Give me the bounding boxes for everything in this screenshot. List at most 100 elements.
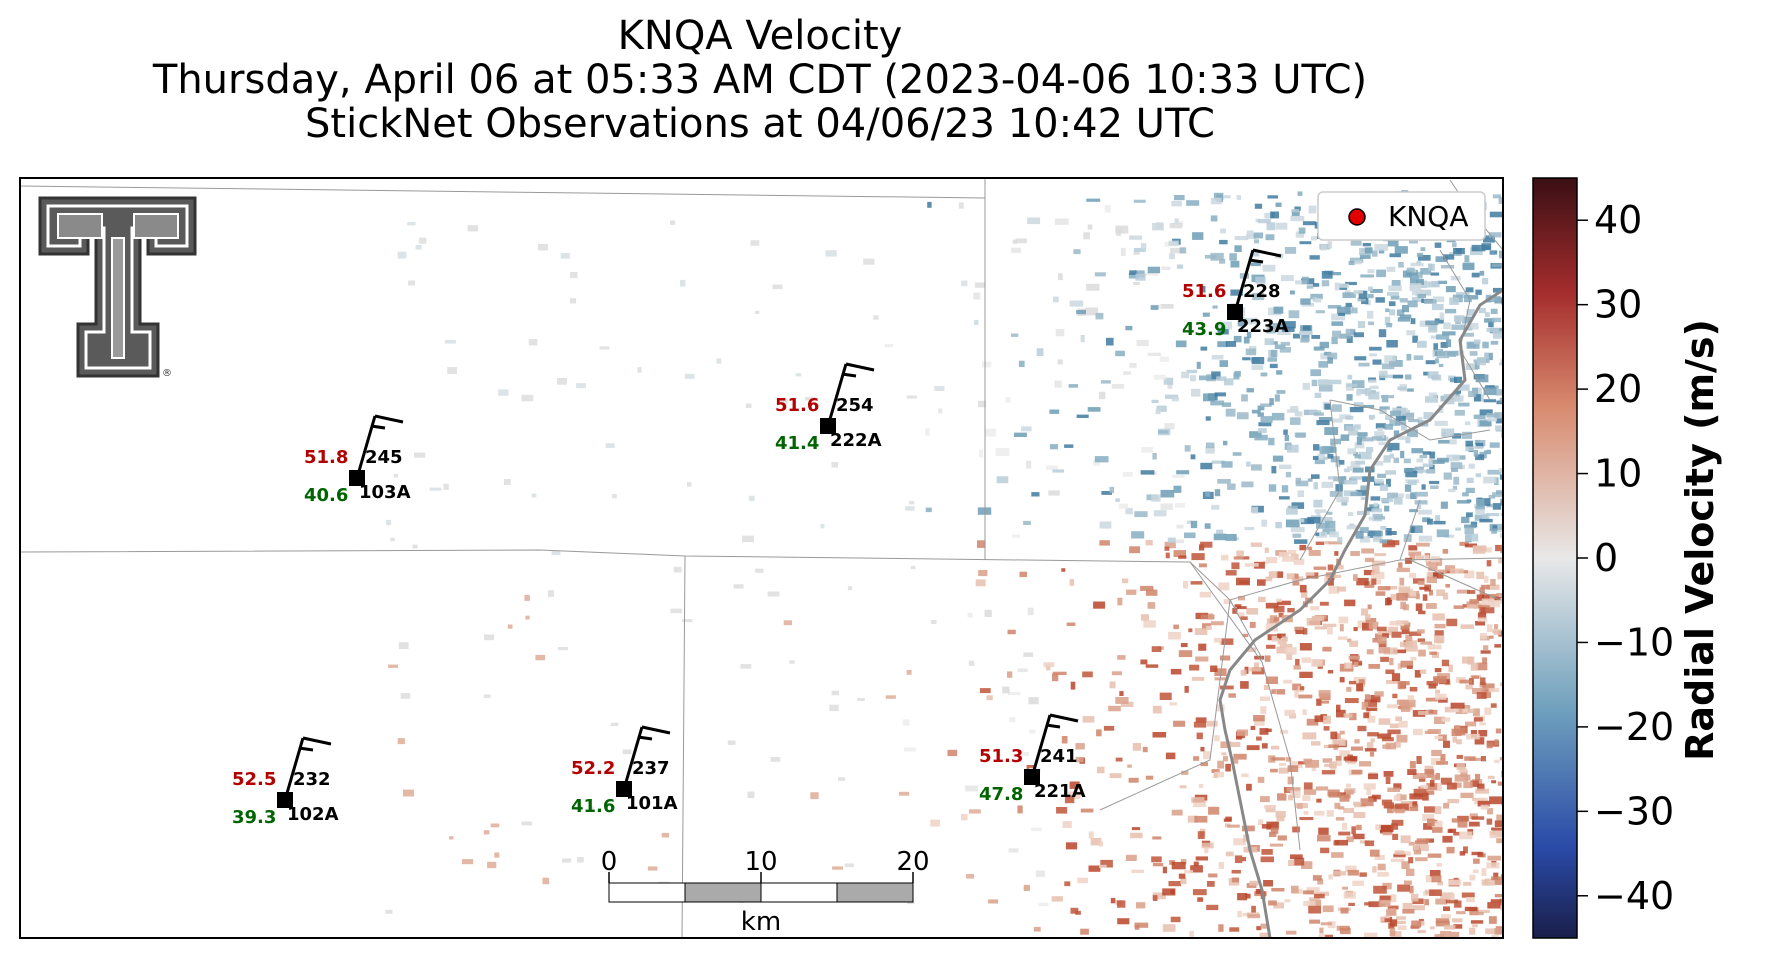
radar-pixel (1236, 550, 1244, 558)
radar-pixel (1376, 269, 1386, 278)
radar-pixel (1195, 717, 1207, 723)
radar-pixel (1420, 785, 1429, 789)
radar-pixel (1435, 693, 1447, 700)
radar-pixel (1289, 761, 1303, 768)
radar-pixel (1210, 215, 1218, 222)
radar-pixel (1314, 626, 1327, 630)
radar-pixel (1257, 579, 1266, 586)
radar-pixel (1324, 427, 1339, 435)
radar-pixel (1359, 840, 1369, 844)
radar-pixel (978, 449, 984, 458)
radar-pixel (1423, 299, 1437, 304)
radar-pixel (1453, 476, 1460, 485)
radar-pixel (1195, 656, 1209, 662)
radar-pixel (804, 397, 816, 401)
radar-pixel (1446, 846, 1455, 854)
radar-pixel (673, 566, 682, 573)
radar-pixel (1460, 769, 1468, 777)
radar-pixel (1507, 232, 1519, 236)
radar-pixel (1188, 628, 1193, 633)
radar-pixel (1464, 421, 1471, 426)
colorbar-tick-label: 10 (1594, 452, 1642, 496)
radar-pixel (1224, 378, 1234, 386)
radar-pixel (1171, 200, 1182, 207)
radar-pixel (1521, 295, 1529, 299)
radar-pixel (1487, 469, 1502, 475)
radar-pixel (1457, 821, 1468, 828)
radar-pixel (1464, 524, 1477, 529)
radar-pixel (1359, 437, 1374, 442)
radar-pixel (1453, 315, 1465, 322)
radar-pixel (1361, 701, 1369, 710)
radar-pixel (1378, 442, 1388, 446)
radar-pixel (1306, 285, 1314, 289)
radar-pixel (1337, 537, 1343, 543)
svg-text:®: ® (162, 368, 172, 379)
radar-pixel (1312, 875, 1322, 881)
radar-pixel (1462, 708, 1468, 713)
radar-pixel (1385, 415, 1393, 421)
radar-pixel (1403, 880, 1412, 885)
radar-pixel (1487, 808, 1493, 815)
radar-pixel (1270, 828, 1279, 834)
radar-pixel (1514, 344, 1519, 352)
radar-pixel (1463, 316, 1472, 323)
radar-pixel (1309, 255, 1320, 260)
radar-pixel (1524, 456, 1529, 460)
radar-pixel (1410, 262, 1424, 267)
radar-pixel (1441, 659, 1450, 667)
radar-pixel (1026, 460, 1032, 469)
radar-pixel (1270, 341, 1278, 345)
radar-pixel (1434, 635, 1445, 644)
radar-pixel (1232, 452, 1242, 456)
station-dewpoint: 43.9 (1182, 319, 1226, 340)
radar-pixel (1151, 399, 1159, 404)
radar-pixel (1364, 748, 1377, 752)
radar-pixel (1345, 302, 1352, 307)
radar-pixel (1492, 492, 1503, 498)
radar-pixel (1388, 285, 1402, 292)
radar-pixel (1145, 775, 1154, 780)
radar-pixel (1260, 923, 1268, 929)
radar-pixel (1338, 806, 1345, 810)
radar-pixel (1483, 399, 1496, 403)
radar-pixel (1453, 831, 1461, 836)
radar-pixel (1500, 498, 1503, 506)
radar-pixel (1330, 456, 1340, 463)
radar-pixel (1482, 277, 1489, 285)
colorbar-tick-label: 20 (1594, 367, 1642, 411)
radar-pixel (1234, 370, 1241, 377)
radar-pixel (1505, 669, 1509, 677)
radar-pixel (1356, 577, 1369, 586)
radar-pixel (1009, 717, 1016, 723)
radar-pixel (1354, 442, 1365, 449)
radar-pixel (1302, 382, 1310, 390)
radar-pixel (1416, 756, 1422, 764)
radar-pixel (1390, 410, 1402, 417)
radar-pixel (1351, 769, 1363, 775)
radar-pixel (1171, 396, 1179, 402)
radar-pixel (982, 361, 992, 368)
radar-pixel (977, 540, 986, 548)
radar-pixel (1507, 894, 1516, 900)
radar-pixel (1052, 671, 1067, 676)
radar-pixel (1386, 679, 1400, 684)
radar-pixel (1385, 308, 1390, 313)
radar-pixel (1311, 766, 1317, 772)
radar-pixel (1387, 787, 1401, 792)
radar-pixel (776, 398, 788, 404)
radar-pixel (1510, 735, 1514, 739)
radar-pixel (1505, 551, 1512, 555)
radar-pixel (1494, 878, 1503, 885)
radar-pixel (1230, 289, 1243, 296)
radar-pixel (1186, 369, 1198, 374)
radar-pixel (1402, 902, 1413, 910)
radar-pixel (1448, 879, 1462, 886)
radar-pixel (1190, 865, 1203, 873)
